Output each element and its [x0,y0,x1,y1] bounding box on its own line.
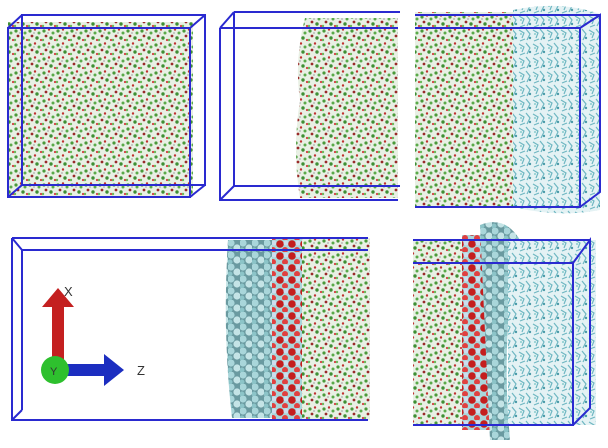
panel-3 [415,6,600,214]
headgroups [272,238,302,420]
axis-triad: X Z Y [41,284,145,386]
oil [508,240,596,425]
z-label: Z [137,363,145,378]
liquid [300,238,370,420]
liquid [296,18,398,198]
liquid [413,240,465,425]
figure: X Z Y [0,0,608,448]
z-arrowhead [104,354,124,386]
oil [513,6,600,214]
panel-4: X Z Y [12,238,370,420]
x-label: X [64,284,73,299]
liquid [415,12,513,207]
panel-1 [8,15,205,197]
liquid [8,22,193,197]
panel-2 [220,12,400,200]
y-label: Y [50,366,58,378]
surfactant [226,240,275,418]
x-arrow [52,305,64,365]
panel-5 [413,222,596,440]
